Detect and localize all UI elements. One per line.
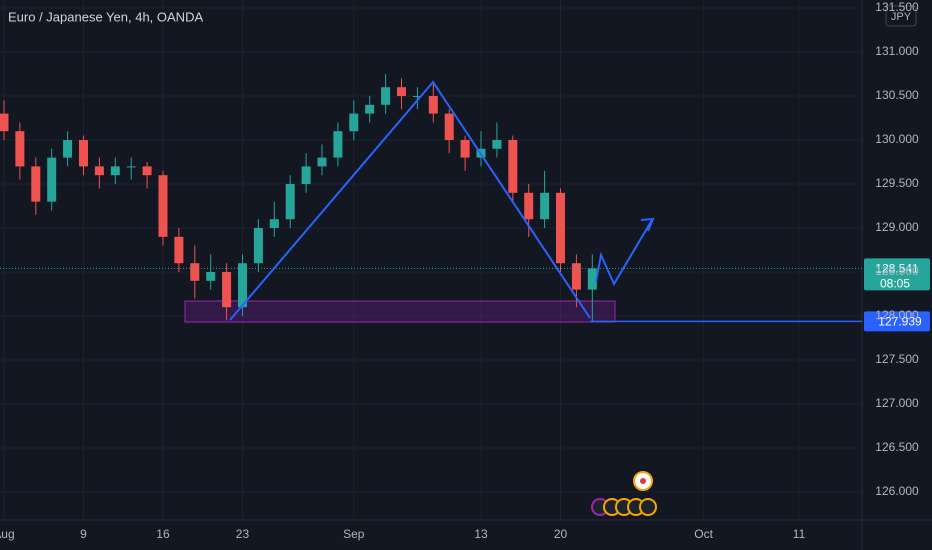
candle-body [174,236,184,264]
candle-body [237,263,247,308]
candle-body [142,166,152,176]
candle-body [301,166,311,185]
candle-body [31,166,41,202]
y-tick-label: 127.500 [875,352,919,366]
candle-body [381,87,391,105]
candle-body [285,184,295,220]
candle-body [556,192,566,264]
currency: JPY [891,11,912,23]
grid [0,0,862,520]
candle-body [222,272,232,308]
line-price-box [864,311,930,332]
y-tick-label: 126.500 [875,440,919,454]
candle-body [253,228,263,264]
candle-body [428,96,438,114]
candle-body [412,96,422,98]
candle-body [63,140,73,158]
x-tick-label: Sep [343,527,365,541]
arrow-head [640,217,655,232]
candle-body [317,157,327,167]
currency-badge[interactable] [885,5,917,27]
candle-body [15,131,25,167]
y-tick-label: 129.000 [875,220,919,234]
x-tick-label: Oct [694,527,713,541]
x-tick-label: 9 [80,527,87,541]
candle-body [110,166,120,176]
y-tick-label: 128.500 [875,264,919,278]
projection-line [595,219,653,287]
x-tick-label: Aug [0,527,15,541]
y-tick-label: 126.000 [875,484,919,498]
candle-body [571,263,581,290]
candle-body [158,175,168,237]
chart-title: Euro / Japanese Yen, 4h, OANDA [8,9,203,24]
candle-body [460,140,470,158]
last-price-label: 128.541 [875,262,919,276]
candle-body [365,104,375,114]
countdown: 08:05 [880,277,910,291]
event-icon-dot [640,478,646,484]
candle-body [397,87,407,97]
y-tick-label: 129.500 [875,176,919,190]
x-tick-label: 13 [474,527,488,541]
last-price-box [864,258,930,291]
candle-body [587,268,597,290]
candle-body [94,166,104,176]
candle-body [78,140,88,167]
candle-body [349,113,359,132]
events [591,471,657,516]
y-tick-label: 131.500 [875,0,919,14]
trend-line [229,80,591,321]
y-tick-label: 130.500 [875,88,919,102]
candle-body [47,157,57,202]
candle-body [524,192,534,220]
x-tick-label: 23 [236,527,250,541]
x-tick-label: 20 [554,527,568,541]
candle-body [540,192,550,220]
candle-body [269,219,279,229]
y-tick-label: 130.000 [875,132,919,146]
candle-body [444,113,454,141]
drawings [229,80,655,321]
event-icon[interactable] [639,498,657,516]
candles [0,74,597,322]
x-tick-label: 11 [793,527,806,541]
candle-body [508,140,518,193]
y-tick-label: 127.000 [875,396,919,410]
candle-body [333,131,343,158]
support-zone [184,300,616,323]
candle-body [0,113,9,132]
x-tick-label: 16 [156,527,170,541]
line-price-label: 127.939 [878,315,922,329]
candle-body [492,140,502,149]
candle-body [206,272,216,281]
candle-body [126,166,136,168]
y-tick-label: 128.000 [875,308,919,322]
y-tick-label: 131.000 [875,44,919,58]
candle-body [190,263,200,281]
